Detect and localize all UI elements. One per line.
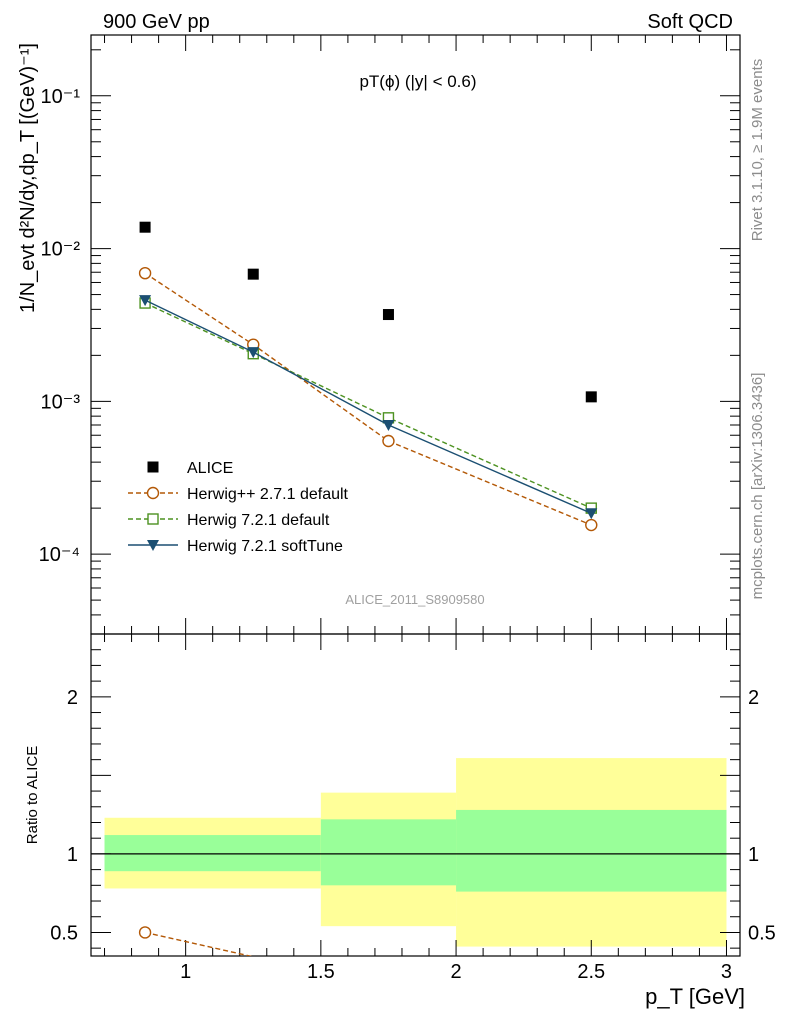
series-1-line bbox=[144, 272, 592, 526]
ratio-y-tick-label-left: 2 bbox=[67, 687, 78, 709]
plot-title: pT(ϕ) (|y| < 0.6) bbox=[359, 72, 476, 91]
ratio-y-axis-label: Ratio to ALICE bbox=[24, 746, 41, 844]
header-left-label: 900 GeV pp bbox=[103, 11, 210, 33]
ratio-y-tick-label-right: 2 bbox=[748, 687, 759, 709]
inner-band-2 bbox=[456, 809, 727, 892]
legend-label-1: Herwig++ 2.7.1 default bbox=[187, 486, 349, 503]
ratio-series-line bbox=[144, 931, 253, 956]
main-y-tick-label: 10⁻¹ bbox=[41, 86, 81, 108]
main-y-tick-label: 10⁻³ bbox=[41, 391, 81, 413]
inner-band-1 bbox=[320, 819, 457, 886]
series-3-point bbox=[139, 295, 152, 307]
series-3-line bbox=[144, 299, 592, 514]
main-y-tick-label: 10⁻² bbox=[41, 239, 81, 261]
series-0-point bbox=[247, 268, 259, 280]
ratio-y-tick-label-right: 0.5 bbox=[748, 922, 776, 944]
legend-marker-2 bbox=[147, 513, 159, 525]
series-1-point bbox=[382, 434, 395, 448]
legend-label-0: ALICE bbox=[187, 460, 233, 477]
rivet-version-label: Rivet 3.1.10, ≥ 1.9M events bbox=[749, 59, 766, 242]
ratio-series-group bbox=[138, 926, 253, 956]
main-y-tick-label: 10⁻⁴ bbox=[39, 544, 80, 566]
series-2-line bbox=[144, 302, 592, 509]
series-1-point bbox=[585, 518, 598, 532]
series-3-point bbox=[585, 508, 598, 520]
x-tick-label: 1 bbox=[180, 961, 191, 983]
x-tick-label: 3 bbox=[721, 961, 732, 983]
main-y-axis-label: 1/N_evt d²N/dy,dp_T [(GeV)⁻¹] bbox=[17, 43, 39, 313]
legend-label-3: Herwig 7.2.1 softTune bbox=[187, 538, 343, 555]
legend-marker-1 bbox=[146, 486, 160, 500]
series-0-point bbox=[585, 391, 597, 403]
x-axis-label: p_T [GeV] bbox=[645, 984, 745, 1009]
legend: ALICE Herwig++ 2.7.1 default Herwig 7.2.1 … bbox=[128, 460, 349, 555]
series-3-point bbox=[382, 420, 395, 432]
ratio-uncertainty-bands bbox=[91, 758, 740, 947]
legend-marker-0 bbox=[147, 461, 159, 473]
header-right-label: Soft QCD bbox=[647, 11, 733, 33]
legend-label-2: Herwig 7.2.1 default bbox=[187, 512, 330, 529]
axis-ticks: 1 1.5 2 2.5 3 10⁻⁴ 10⁻³ 10⁻² 10⁻¹ 0.5 0.5 1 1 2 2 bbox=[39, 35, 776, 983]
series-0-point bbox=[382, 309, 394, 321]
analysis-watermark: ALICE_2011_S8909580 bbox=[345, 592, 484, 607]
ratio-y-tick-label-left: 0.5 bbox=[50, 922, 78, 944]
ratio-plot-frame bbox=[90, 633, 741, 957]
series-3-point bbox=[247, 347, 260, 359]
series-1-point bbox=[138, 266, 152, 280]
inner-band-0 bbox=[104, 835, 321, 872]
ratio-series-point bbox=[138, 926, 152, 939]
data-series bbox=[138, 221, 598, 956]
x-tick-label: 1.5 bbox=[307, 961, 335, 983]
x-tick-label: 2 bbox=[451, 961, 462, 983]
ratio-y-tick-label-right: 1 bbox=[748, 844, 759, 866]
mcplots-label: mcplots.cern.ch [arXiv:1306.3436] bbox=[749, 373, 766, 600]
legend-marker-3 bbox=[147, 540, 159, 551]
series-0-point bbox=[139, 221, 151, 233]
x-tick-label: 2.5 bbox=[577, 961, 605, 983]
ratio-y-tick-label-left: 1 bbox=[67, 844, 78, 866]
